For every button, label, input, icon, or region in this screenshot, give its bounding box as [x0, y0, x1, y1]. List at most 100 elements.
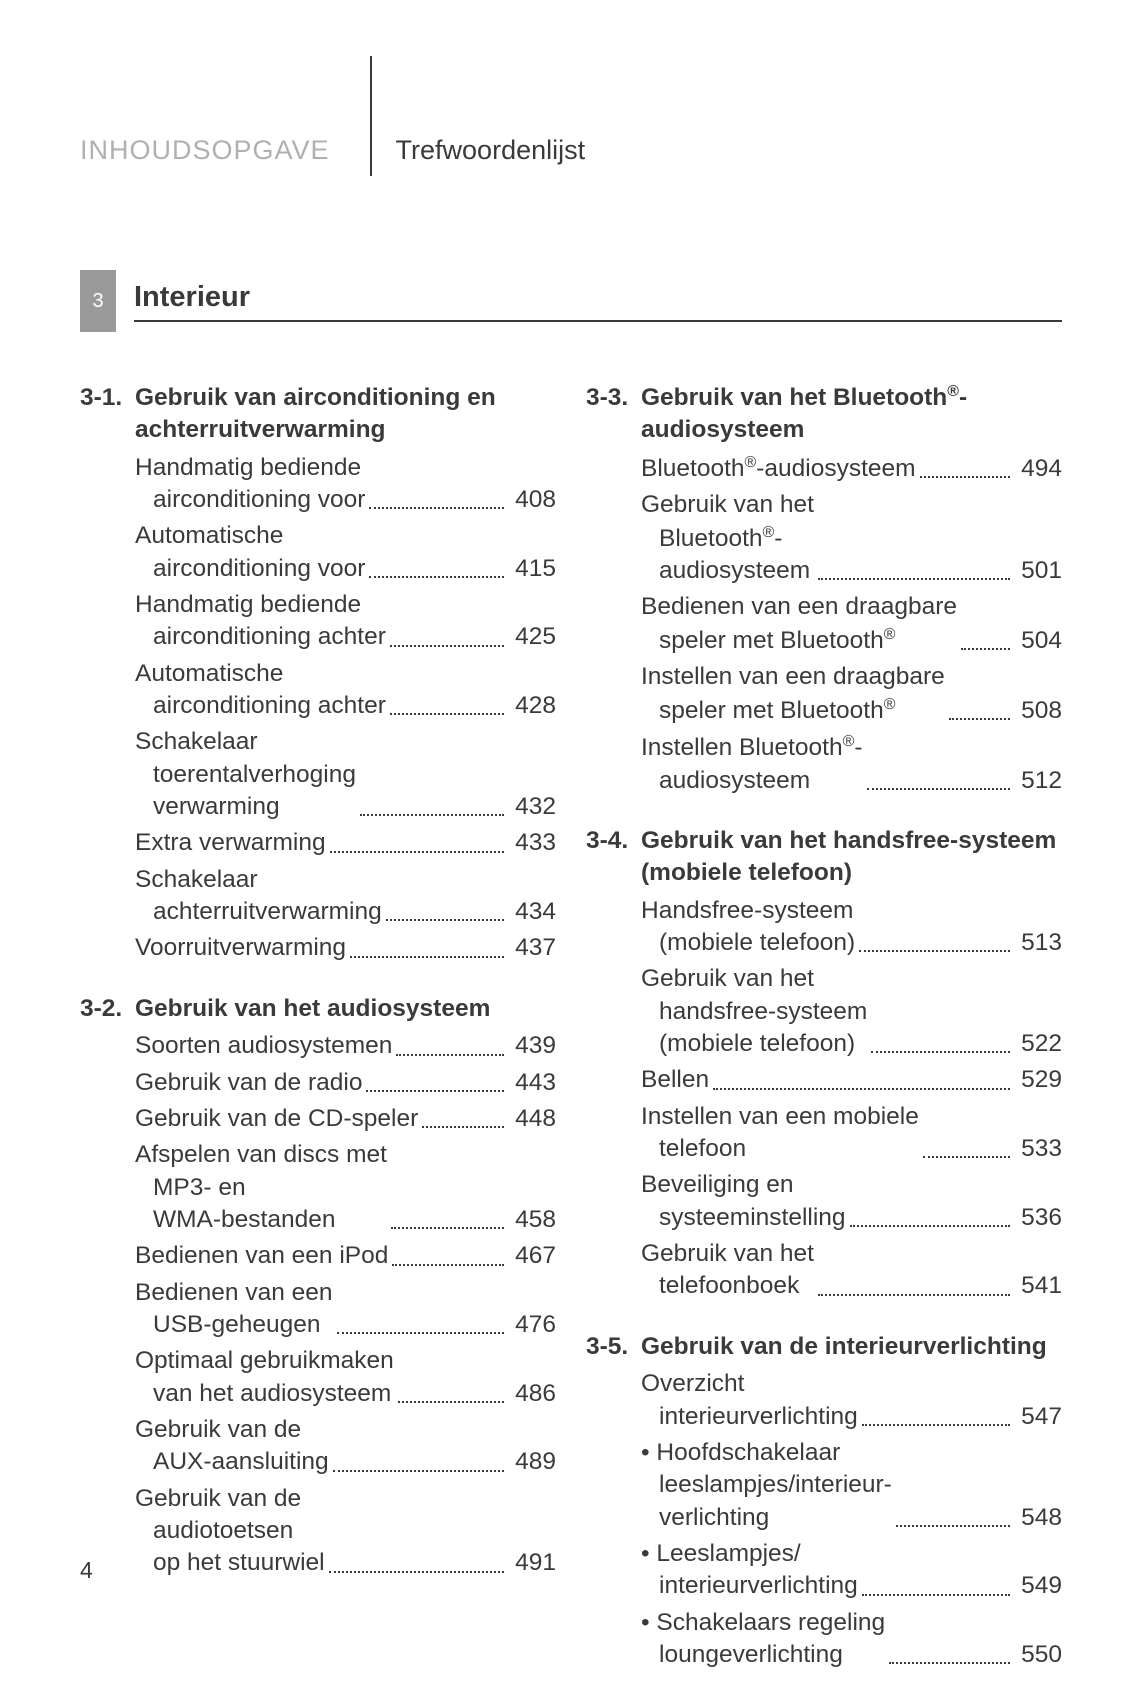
entry-dots: [867, 788, 1011, 790]
entry-page: 489: [508, 1446, 556, 1478]
entry-page: 536: [1014, 1202, 1062, 1234]
entry-dots: [889, 1662, 1010, 1664]
entry-page: 548: [1014, 1502, 1062, 1534]
entry-page: 508: [1014, 695, 1062, 727]
subsection-entries: Soorten audiosystemen439 Gebruik van de r…: [80, 1030, 556, 1579]
toc-entry: Overzichtinterieurverlichting 547: [641, 1368, 1062, 1433]
entry-label: Gebruik van deaudiotoetsenop het stuurwi…: [135, 1483, 325, 1580]
entry-label: Gebruik van deAUX-aansluiting: [135, 1414, 329, 1479]
entry-page: 547: [1014, 1401, 1062, 1433]
toc-subsection: 3-3.Gebruik van het Bluetooth®-audiosyst…: [586, 382, 1062, 797]
entry-label: Afspelen van discs metMP3- enWMA-bestand…: [135, 1139, 387, 1236]
entry-page: 504: [1014, 625, 1062, 657]
entry-page: 434: [508, 896, 556, 928]
entry-label: Automatischeairconditioning voor: [135, 520, 365, 585]
left-column: 3-1.Gebruik van airconditioning en achte…: [80, 382, 556, 1699]
entry-label: Handmatig bediendeairconditioning voor: [135, 452, 365, 517]
subsection-entries: Handsfree-systeem(mobiele telefoon)513Ge…: [586, 895, 1062, 1303]
entry-dots: [920, 476, 1010, 478]
entry-dots: [391, 1227, 504, 1229]
entry-dots: [330, 851, 504, 853]
toc-entry: Bedienen van een draagbarespeler met Blu…: [641, 591, 1062, 657]
subsection-heading: 3-3.Gebruik van het Bluetooth®-audiosyst…: [586, 382, 1062, 446]
toc-entry: Handsfree-systeem(mobiele telefoon)513: [641, 895, 1062, 960]
entry-page: 433: [508, 827, 556, 859]
toc-entry: Gebruik van deAUX-aansluiting 489: [135, 1414, 556, 1479]
toc-entry: Extra verwarming 433: [135, 827, 556, 859]
entry-dots: [713, 1088, 1010, 1090]
entry-label: Handmatig bediendeairconditioning achter: [135, 589, 386, 654]
toc-entry: Voorruitverwarming 437: [135, 932, 556, 964]
entry-page: 549: [1014, 1570, 1062, 1602]
toc-entry: Bellen529: [641, 1064, 1062, 1096]
entry-page: 432: [508, 791, 556, 823]
entry-label: Handsfree-systeem(mobiele telefoon): [641, 895, 855, 960]
entry-dots: [862, 1594, 1010, 1596]
entry-dots: [871, 1051, 1010, 1053]
toc-entry: Gebruik van de radio443: [135, 1067, 556, 1099]
entry-page: 467: [508, 1240, 556, 1272]
entry-label: Gebruik van de CD-speler: [135, 1103, 418, 1135]
entry-page: 476: [508, 1309, 556, 1341]
entry-label: Gebruik van hethandsfree-systeem(mobiele…: [641, 963, 867, 1060]
entry-label: Bedienen van een iPod: [135, 1240, 388, 1272]
bullet-list: • Hoofdschakelaarleeslampjes/interieur-v…: [586, 1437, 1062, 1671]
toc-entry: Instellen Bluetooth®-audiosysteem512: [641, 731, 1062, 797]
toc-bullet-entry: • Leeslampjes/interieurverlichting549: [641, 1538, 1062, 1603]
subsection-number: 3-5.: [586, 1331, 641, 1363]
entry-dots: [329, 1571, 504, 1573]
entry-label: Bedienen van eenUSB-geheugen: [135, 1277, 333, 1342]
entry-page: 437: [508, 932, 556, 964]
entry-label: Overzichtinterieurverlichting: [641, 1368, 858, 1433]
toc-bullet-entry: • Schakelaars regelingloungeverlichting5…: [641, 1607, 1062, 1672]
entry-page: 443: [508, 1067, 556, 1099]
toc-entry: Instellen van een draagbarespeler met Bl…: [641, 661, 1062, 727]
toc-entry: Bluetooth®-audiosysteem494: [641, 452, 1062, 485]
entry-label: Gebruik van hettelefoonboek: [641, 1238, 814, 1303]
entry-page: 486: [508, 1378, 556, 1410]
toc-entry: Automatischeairconditioning voor 415: [135, 520, 556, 585]
toc-entry: Automatischeairconditioning achter428: [135, 658, 556, 723]
entry-label: Beveiliging ensysteeminstelling: [641, 1169, 846, 1234]
entry-label: Extra verwarming: [135, 827, 326, 859]
toc-entry: Soorten audiosystemen439: [135, 1030, 556, 1062]
entry-label: Voorruitverwarming: [135, 932, 346, 964]
entry-label: Bellen: [641, 1064, 709, 1096]
toc-entry: Gebruik van deaudiotoetsenop het stuurwi…: [135, 1483, 556, 1580]
subsection-title: Gebruik van het handsfree-systeem (mobie…: [641, 825, 1062, 889]
subsection-number: 3-2.: [80, 993, 135, 1025]
entry-dots: [390, 645, 504, 647]
entry-dots: [390, 713, 504, 715]
entry-page: 533: [1014, 1133, 1062, 1165]
subsection-title: Gebruik van het Bluetooth®-audiosysteem: [641, 382, 1062, 446]
header-left-label: INHOUDSOPGAVE: [80, 135, 360, 166]
subsection-number: 3-1.: [80, 382, 135, 414]
entry-dots: [818, 578, 1010, 580]
entry-dots: [923, 1156, 1010, 1158]
entry-dots: [862, 1424, 1010, 1426]
subsection-entries: Bluetooth®-audiosysteem494 Gebruik van he…: [586, 452, 1062, 797]
entry-dots: [850, 1225, 1010, 1227]
section-number: 3: [80, 270, 116, 332]
subsection-entries: Handmatig bediendeairconditioning voor40…: [80, 452, 556, 965]
toc-entry: Instellen van een mobieletelefoon533: [641, 1101, 1062, 1166]
entry-dots: [337, 1332, 504, 1334]
subsection-number: 3-4.: [586, 825, 641, 857]
entry-page: 494: [1014, 453, 1062, 485]
entry-dots: [398, 1401, 504, 1403]
entry-page: 415: [508, 553, 556, 585]
subsection-entries: Overzichtinterieurverlichting 547: [586, 1368, 1062, 1433]
entry-dots: [369, 507, 504, 509]
entry-label: • Schakelaars regelingloungeverlichting: [641, 1607, 885, 1672]
toc-entry: Gebruik van hetBluetooth®-audiosysteem50…: [641, 489, 1062, 587]
header-right-label: Trefwoordenlijst: [396, 135, 586, 166]
entry-page: 458: [508, 1204, 556, 1236]
entry-page: 439: [508, 1030, 556, 1062]
page-header: INHOUDSOPGAVE Trefwoordenlijst: [80, 90, 1062, 210]
entry-page: 448: [508, 1103, 556, 1135]
entry-dots: [392, 1264, 504, 1266]
subsection-heading: 3-2.Gebruik van het audiosysteem: [80, 993, 556, 1025]
entry-dots: [333, 1470, 504, 1472]
entry-dots: [386, 919, 504, 921]
entry-page: 512: [1014, 765, 1062, 797]
